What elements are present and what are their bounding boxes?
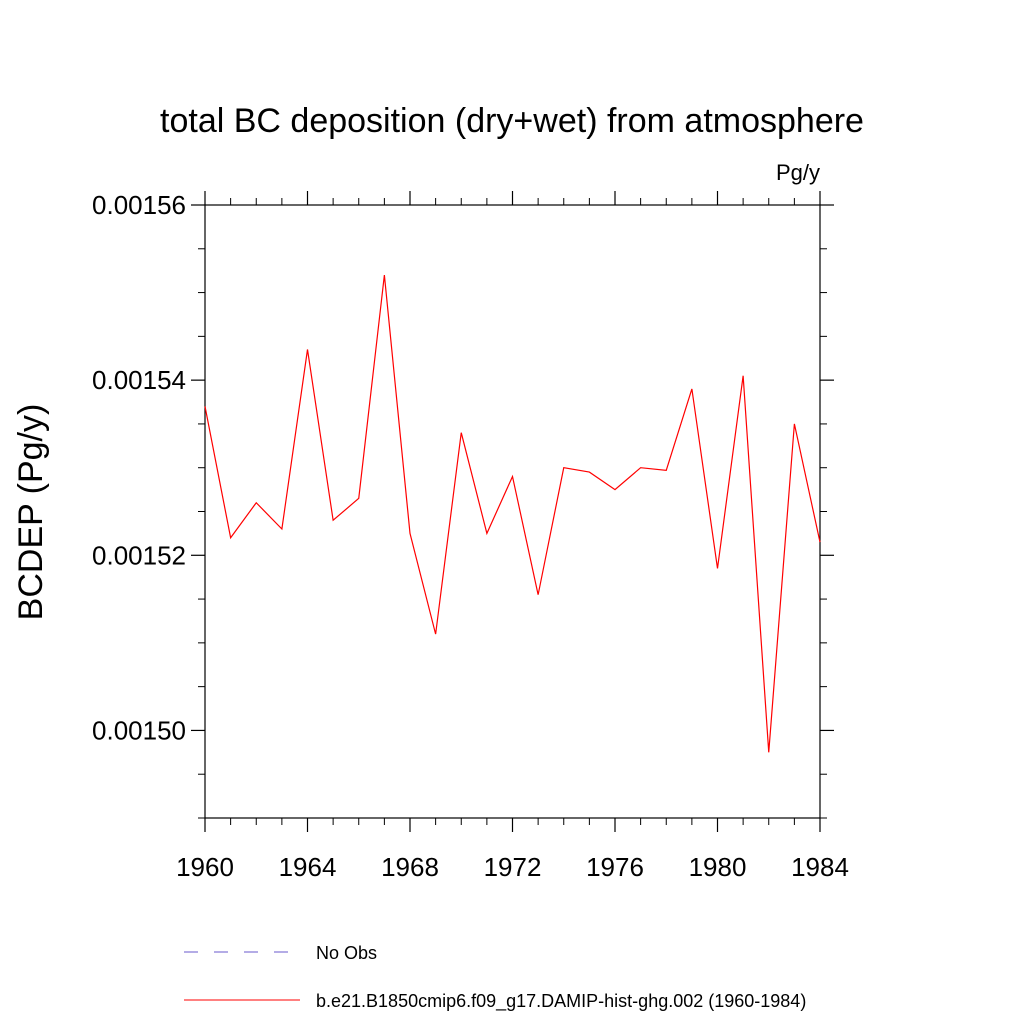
y-axis-label: BCDEP (Pg/y) (12, 404, 50, 621)
x-tick-label: 1960 (176, 852, 234, 882)
x-tick-label: 1980 (689, 852, 747, 882)
chart-title: total BC deposition (dry+wet) from atmos… (160, 102, 864, 140)
axis-tick-labels: 1960 1964 1968 1972 1976 1980 1984 0.00150 0.001… (92, 190, 849, 882)
x-tick-label: 1968 (381, 852, 439, 882)
series-line (204, 274, 821, 753)
x-tick-label: 1972 (484, 852, 542, 882)
legend-label: b.e21.B1850cmip6.f09_g17.DAMIP-hist-ghg.… (316, 991, 806, 1012)
series-layer (204, 274, 821, 753)
y-tick-label: 0.00156 (92, 190, 186, 220)
plot-frame (204, 204, 821, 819)
x-tick-label: 1976 (586, 852, 644, 882)
units-label: Pg/y (776, 160, 820, 185)
axis-ticks (191, 191, 834, 832)
x-tick-label: 1984 (791, 852, 849, 882)
y-tick-label: 0.00150 (92, 715, 186, 745)
legend-label: No Obs (316, 943, 377, 963)
y-tick-label: 0.00154 (92, 365, 186, 395)
y-tick-label: 0.00152 (92, 540, 186, 570)
x-tick-label: 1964 (279, 852, 337, 882)
legend: No Obs b.e21.B1850cmip6.f09_g17.DAMIP-his… (184, 943, 806, 1012)
